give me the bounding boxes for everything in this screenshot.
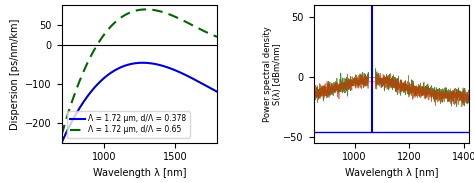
Y-axis label: Power spectral density
S(λ) [dBm/nm]: Power spectral density S(λ) [dBm/nm] (263, 26, 282, 122)
Legend: Λ = 1.72 μm, d/Λ = 0.378, Λ = 1.72 μm, d/Λ = 0.65: Λ = 1.72 μm, d/Λ = 0.378, Λ = 1.72 μm, d… (67, 111, 190, 138)
X-axis label: Wavelength λ [nm]: Wavelength λ [nm] (92, 168, 186, 178)
X-axis label: Wavelength λ [nm]: Wavelength λ [nm] (345, 168, 438, 178)
Y-axis label: Dispersion [ps/nm/km]: Dispersion [ps/nm/km] (10, 18, 20, 130)
